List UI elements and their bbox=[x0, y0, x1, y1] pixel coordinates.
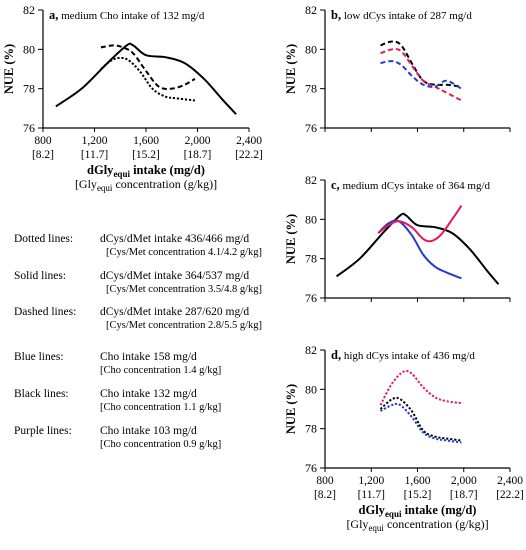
legend-entry-solid: Solid lines: dCys/dMet intake 364/537 mg/… bbox=[14, 270, 263, 295]
y-axis-label: NUE (%) bbox=[284, 384, 298, 434]
panel-title: c, medium dCys intake of 364 mg/d bbox=[331, 178, 491, 192]
x-tick-label: 800 bbox=[316, 475, 334, 487]
x-tick-label-secondary: [11.7] bbox=[358, 489, 385, 501]
series-line-dotted bbox=[380, 402, 462, 444]
x-tick-label-secondary: [18.7] bbox=[450, 489, 478, 501]
x-axis-label-secondary: [Glyequi concentration (g/kg)] bbox=[75, 177, 217, 193]
series-line-dotted bbox=[379, 396, 462, 442]
series-line-solid bbox=[377, 219, 462, 280]
legend-entry-dashed: Dashed lines: dCys/dMet intake 287/620 mg… bbox=[14, 306, 263, 331]
y-tick-label: 80 bbox=[305, 212, 317, 226]
panel-b: 76 78 80 82 NUE (%) b, low dCys intake of 287… bbox=[284, 3, 511, 135]
x-tick-label: 1,200 bbox=[358, 475, 384, 487]
x-tick-label: 2,400 bbox=[497, 475, 523, 487]
y-tick-label: 78 bbox=[305, 252, 317, 266]
series-line-dashed bbox=[380, 60, 462, 90]
series-line-dotted bbox=[100, 56, 196, 102]
panel-title: d, high dCys intake of 436 mg/d bbox=[331, 348, 475, 362]
x-tick-label: 800 bbox=[34, 135, 52, 147]
y-tick-label: 80 bbox=[305, 382, 317, 396]
series-line-solid bbox=[55, 42, 237, 115]
panel-title: a, medium Cho intake of 132 mg/d bbox=[49, 8, 205, 22]
x-tick-label-secondary: [15.2] bbox=[404, 489, 432, 501]
x-tick-label: 1,600 bbox=[133, 135, 159, 147]
y-tick-label: 82 bbox=[305, 173, 317, 187]
y-tick-label: 76 bbox=[305, 121, 317, 135]
series-line-dashed bbox=[380, 40, 462, 88]
y-tick-label: 78 bbox=[23, 82, 35, 96]
panel-a: 76 78 80 82 800 [8.2] 1,200 [11.7] 1,600 [15.2] 2,… bbox=[2, 3, 263, 193]
panel-c: 76 78 80 82 NUE (%) c, medium dCys intake of … bbox=[284, 173, 511, 305]
x-tick-label: 2,400 bbox=[236, 135, 262, 147]
legend-entry-dotted: Dotted lines: dCys/dMet intake 436/466 mg… bbox=[14, 233, 263, 258]
x-tick-label: 1,200 bbox=[82, 135, 108, 147]
y-tick-label: 82 bbox=[23, 3, 35, 17]
y-axis-label: NUE (%) bbox=[284, 214, 298, 264]
series-line-dashed bbox=[380, 48, 462, 102]
x-tick-label-secondary: [22.2] bbox=[235, 149, 263, 161]
x-tick-label-secondary: [22.2] bbox=[496, 489, 524, 501]
x-axis-label-secondary: [Glyequi concentration (g/kg)] bbox=[346, 517, 488, 533]
x-tick-label-secondary: [15.2] bbox=[132, 149, 160, 161]
panel-title: b, low dCys intake of 287 mg/d bbox=[331, 8, 472, 22]
y-tick-label: 82 bbox=[305, 3, 317, 17]
y-tick-label: 76 bbox=[305, 291, 317, 305]
series-line-solid bbox=[335, 212, 500, 285]
y-tick-label: 82 bbox=[305, 343, 317, 357]
x-axis-label: dGlyequi intake (mg/d) bbox=[87, 163, 205, 179]
y-tick-label: 80 bbox=[305, 42, 317, 56]
x-axis-label: dGlyequi intake (mg/d) bbox=[359, 503, 477, 519]
panel-d: 76 78 80 82 800 [8.2] 1,200 [11.7] 1,600 [15.2] 2,… bbox=[284, 343, 524, 533]
x-tick-label-secondary: [18.7] bbox=[184, 149, 212, 161]
y-axis-label: NUE (%) bbox=[284, 44, 298, 94]
legend-entry-purple: Purple lines: Cho intake 103 mg/d [Cho co… bbox=[14, 425, 222, 450]
x-tick-label: 1,600 bbox=[405, 475, 431, 487]
y-tick-label: 76 bbox=[23, 121, 35, 135]
series-line-solid bbox=[377, 205, 463, 243]
y-tick-label: 78 bbox=[305, 422, 317, 436]
x-tick-label: 2,000 bbox=[451, 475, 477, 487]
x-tick-label: 2,000 bbox=[185, 135, 211, 147]
series-line-dashed bbox=[100, 44, 196, 90]
x-tick-label-secondary: [8.2] bbox=[314, 489, 336, 501]
x-tick-label-secondary: [11.7] bbox=[81, 149, 108, 161]
y-axis-label: NUE (%) bbox=[2, 44, 16, 94]
y-tick-label: 76 bbox=[305, 461, 317, 475]
x-tick-label-secondary: [8.2] bbox=[32, 149, 54, 161]
series-line-dotted bbox=[379, 369, 462, 406]
legend-entry-blue: Blue lines: Cho intake 158 mg/d [Cho conc… bbox=[14, 351, 222, 376]
y-tick-label: 80 bbox=[23, 42, 35, 56]
y-tick-label: 78 bbox=[305, 82, 317, 96]
legend-entry-black: Black lines: Cho intake 132 mg/d [Cho con… bbox=[14, 388, 222, 413]
